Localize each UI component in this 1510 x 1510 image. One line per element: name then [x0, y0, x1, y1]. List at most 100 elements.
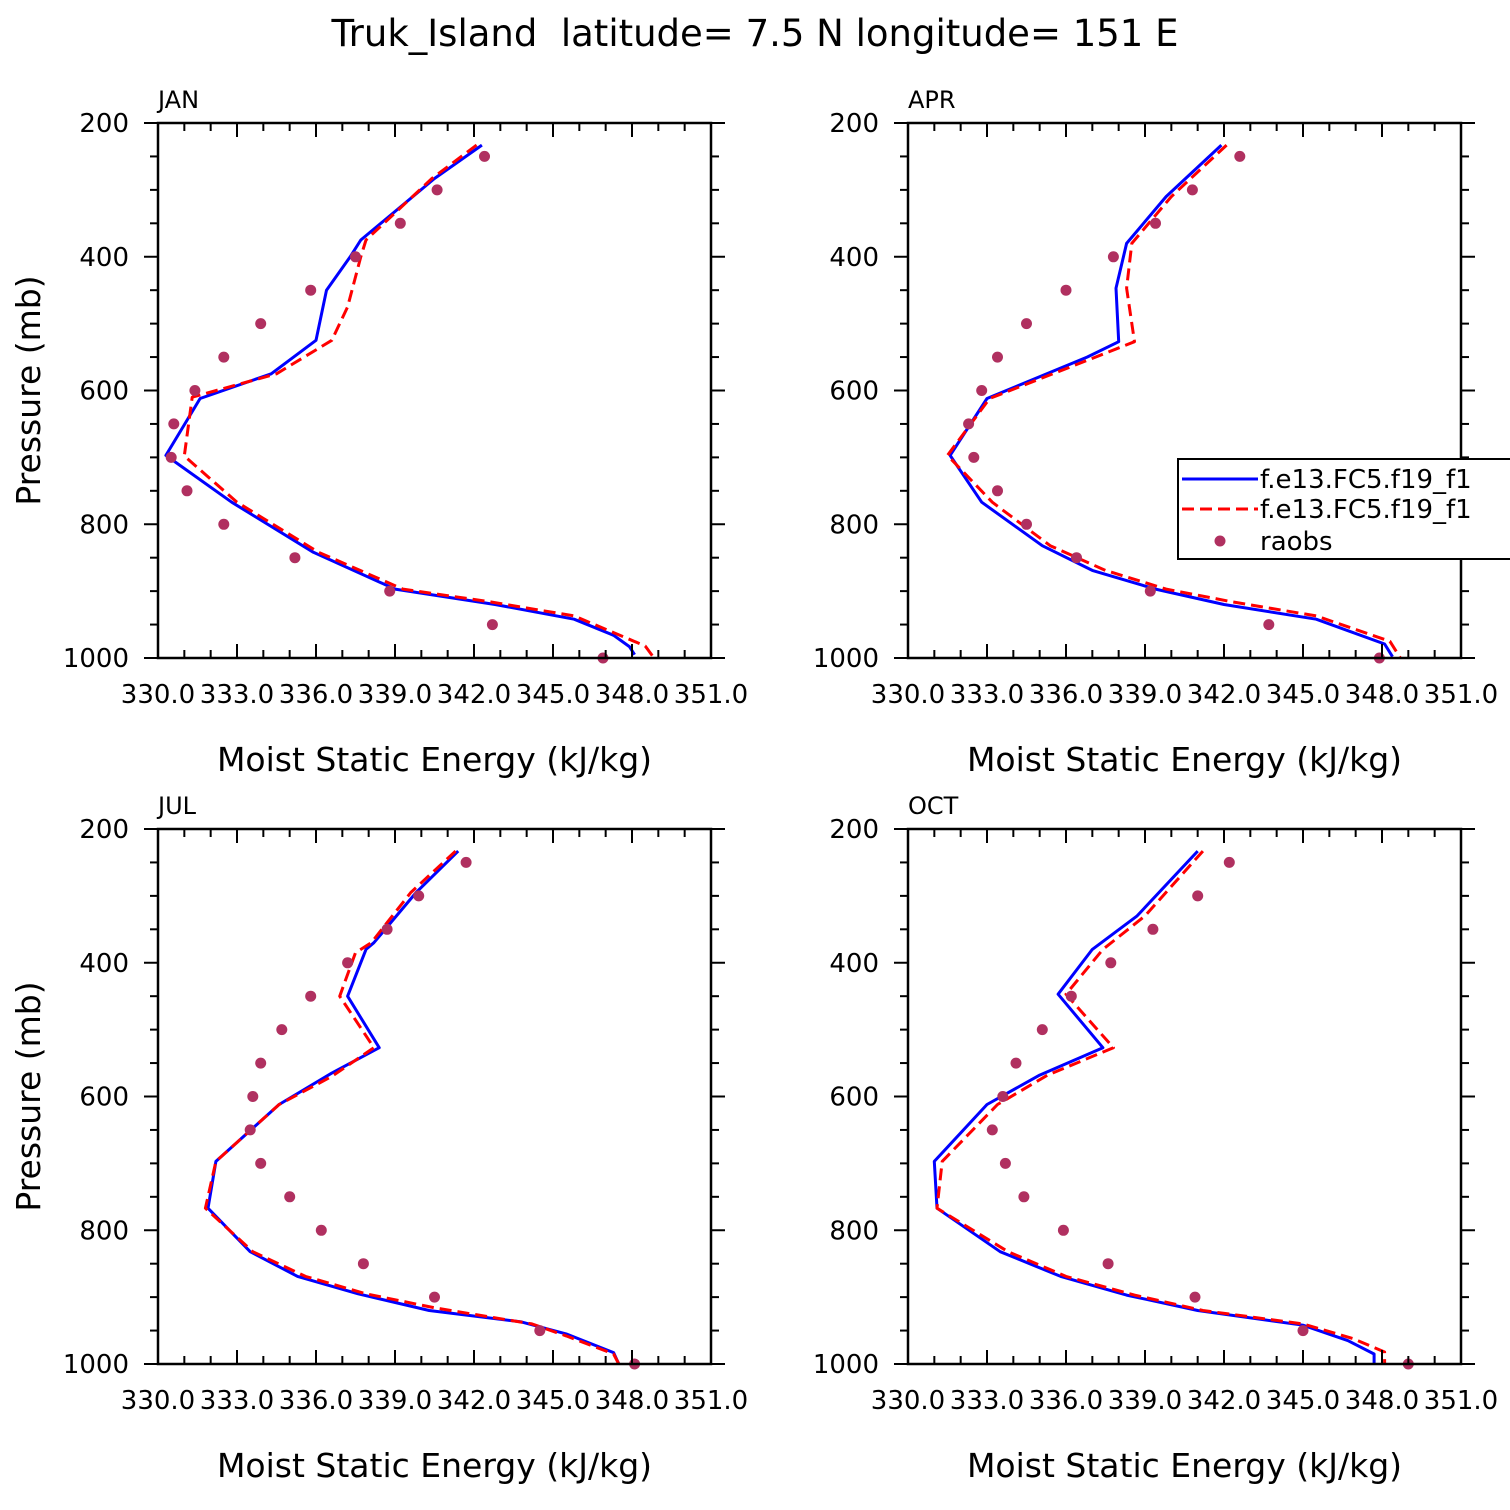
raobs-point — [218, 518, 230, 530]
raobs-point — [276, 1024, 288, 1036]
raobs-point — [350, 251, 361, 263]
figure-title: Truk_Island latitude= 7.5 N longitude= 1… — [331, 12, 1179, 55]
series-line-model-2 — [946, 144, 1402, 659]
panel-label: JUL — [156, 792, 197, 820]
series-line-model-1 — [948, 144, 1394, 658]
raobs-point — [486, 619, 498, 631]
raobs-point — [992, 351, 1003, 363]
raobs-point — [413, 890, 425, 902]
y-tick-label: 800 — [79, 1216, 129, 1246]
plot-frame — [156, 121, 713, 660]
x-tick-label: 339.0 — [1108, 680, 1182, 710]
raobs-point — [305, 284, 317, 296]
y-tick-label: 200 — [829, 109, 879, 139]
raobs-point — [1057, 1224, 1069, 1236]
raobs-point — [181, 485, 193, 497]
raobs-point — [342, 957, 354, 969]
raobs-point — [165, 451, 177, 463]
raobs-point — [247, 1091, 259, 1102]
y-tick-label: 400 — [829, 949, 879, 979]
y-tick-label: 200 — [79, 109, 129, 139]
x-tick-label: 348.0 — [595, 680, 669, 710]
x-tick-label: 345.0 — [1266, 1386, 1340, 1416]
raobs-point — [968, 451, 980, 463]
plot-frame — [156, 827, 713, 1366]
panel-label: JAN — [156, 86, 199, 114]
raobs-point — [997, 1091, 1009, 1102]
raobs-point — [255, 318, 267, 330]
x-axis-label: Moist Static Energy (kJ/kg) — [217, 1446, 652, 1485]
series-line-model-2 — [203, 849, 621, 1365]
series-line-model-1 — [206, 850, 621, 1365]
legend-label-model-2: f.e13.FC5.f19_f1 — [1260, 495, 1472, 525]
y-tick-label: 600 — [79, 1083, 129, 1113]
raobs-point — [1234, 150, 1246, 162]
y-tick-label: 800 — [79, 510, 129, 540]
series-line-model-2 — [935, 850, 1387, 1364]
x-tick-label: 351.0 — [1424, 680, 1498, 710]
y-tick-label: 600 — [829, 1083, 879, 1113]
y-tick-label: 800 — [829, 510, 879, 540]
raobs-point — [460, 856, 472, 868]
y-tick-label: 600 — [829, 377, 879, 407]
y-tick-label: 1000 — [63, 1350, 129, 1380]
y-tick-label: 800 — [829, 1216, 879, 1246]
x-tick-label: 351.0 — [674, 1386, 748, 1416]
raobs-point — [1147, 923, 1159, 935]
x-tick-label: 336.0 — [1029, 680, 1103, 710]
raobs-point — [1189, 1291, 1201, 1303]
raobs-point — [431, 184, 443, 196]
legend-box — [1177, 458, 1510, 560]
plot-frame — [906, 827, 1463, 1366]
series-line-model-2 — [182, 143, 655, 658]
x-tick-label: 330.0 — [121, 1386, 195, 1416]
y-tick-label: 1000 — [63, 644, 129, 674]
x-axis-label: Moist Static Energy (kJ/kg) — [217, 740, 652, 779]
x-tick-label: 345.0 — [516, 680, 590, 710]
raobs-point — [992, 485, 1003, 497]
x-tick-label: 333.0 — [200, 1386, 274, 1416]
raobs-point — [999, 1157, 1011, 1169]
raobs-point — [1060, 284, 1072, 296]
raobs-point — [255, 1157, 267, 1169]
raobs-point — [1021, 518, 1032, 530]
x-tick-label: 348.0 — [1345, 1386, 1419, 1416]
series-line-model-1 — [164, 143, 636, 656]
panel-apr: APR 330.0 333.0 336.0 339.0 342.0 345.0 348.0 35… — [813, 86, 1498, 779]
panel-oct: OCT 330.0 333.0 336.0 339.0 342.0 345.0 348.0 35… — [813, 792, 1498, 1485]
y-tick-label: 1000 — [813, 1350, 879, 1380]
panel-label: APR — [908, 86, 956, 114]
raobs-point — [244, 1124, 256, 1136]
x-tick-label: 342.0 — [437, 1386, 511, 1416]
raobs-point — [1150, 217, 1161, 229]
raobs-point — [1065, 990, 1077, 1002]
raobs-point — [1018, 1191, 1030, 1203]
y-tick-label: 400 — [79, 243, 129, 273]
raobs-point — [305, 990, 317, 1002]
raobs-point — [189, 385, 201, 396]
raobs-point — [357, 1258, 369, 1270]
legend-marker-raobs — [1214, 535, 1226, 547]
x-tick-label: 330.0 — [871, 680, 945, 710]
raobs-point — [1107, 251, 1119, 263]
raobs-point — [255, 1057, 267, 1069]
panel-jan: JAN 330.0 333.0 336.0 339.0 342.0 345.0 348.0 35… — [9, 86, 748, 779]
y-axis-label: Pressure (mb) — [9, 275, 48, 505]
x-tick-label: 342.0 — [1187, 1386, 1261, 1416]
raobs-point — [1263, 619, 1275, 631]
x-axis-label: Moist Static Energy (kJ/kg) — [967, 1446, 1402, 1485]
x-tick-label: 330.0 — [871, 1386, 945, 1416]
plot-frame — [906, 121, 1463, 660]
raobs-point — [1186, 184, 1198, 196]
raobs-point — [1036, 1024, 1048, 1036]
x-tick-label: 348.0 — [1345, 680, 1419, 710]
y-tick-label: 400 — [79, 949, 129, 979]
x-tick-label: 345.0 — [1266, 680, 1340, 710]
raobs-point — [963, 418, 975, 430]
x-tick-label: 342.0 — [437, 680, 511, 710]
raobs-point — [168, 418, 180, 430]
raobs-point — [315, 1224, 327, 1236]
raobs-point — [1297, 1325, 1309, 1337]
